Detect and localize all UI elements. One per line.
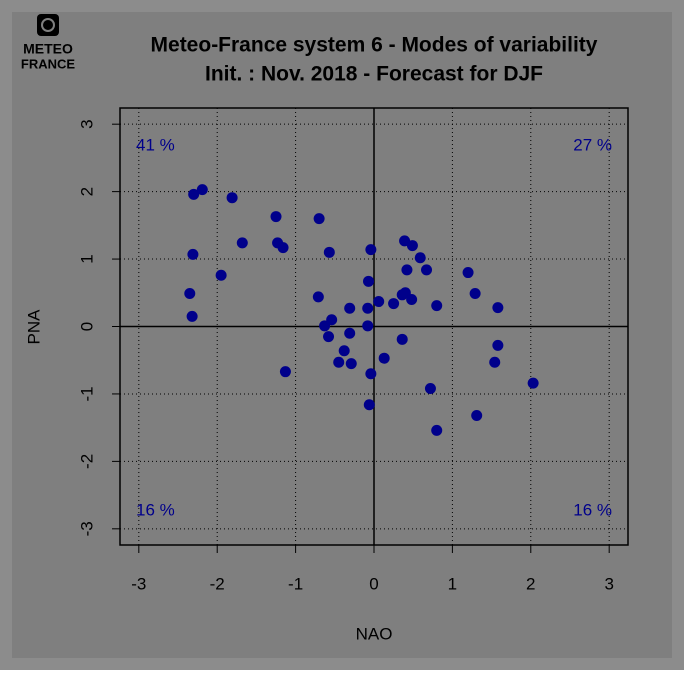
- point: [378, 352, 390, 364]
- point: [312, 291, 324, 303]
- point: [344, 327, 356, 339]
- logo: METEO FRANCE: [21, 14, 75, 71]
- point: [279, 366, 291, 378]
- background: [12, 12, 672, 658]
- logo-icon-mark: [41, 18, 55, 32]
- point: [323, 331, 335, 343]
- logo-text: FRANCE: [21, 56, 75, 71]
- x-tick-label: 1: [448, 574, 457, 593]
- point: [313, 213, 325, 225]
- point: [373, 296, 385, 308]
- x-tick-label: 3: [604, 574, 613, 593]
- y-tick-label: 0: [77, 322, 96, 331]
- point: [527, 377, 539, 389]
- y-tick-label: -2: [77, 454, 96, 469]
- point: [345, 358, 357, 370]
- point: [363, 399, 375, 411]
- x-tick-label: -3: [131, 574, 146, 593]
- plot-frame: [119, 107, 629, 546]
- logo-text: METEO: [23, 41, 73, 57]
- y-tick-label: 1: [77, 254, 96, 263]
- point: [492, 339, 504, 351]
- point: [424, 383, 436, 395]
- point: [365, 244, 377, 256]
- point: [406, 294, 418, 306]
- x-tick-label: 0: [369, 574, 378, 593]
- point: [365, 368, 377, 380]
- point: [270, 211, 282, 223]
- point: [186, 310, 198, 322]
- point: [196, 184, 208, 196]
- chart-title: Meteo-France system 6 - Modes of variabi…: [151, 34, 598, 57]
- point: [184, 287, 196, 299]
- point: [277, 242, 289, 254]
- point: [421, 264, 433, 276]
- point: [236, 237, 248, 249]
- point: [469, 287, 481, 299]
- point: [362, 302, 374, 314]
- point: [388, 298, 400, 310]
- point: [414, 252, 426, 264]
- point: [187, 248, 199, 260]
- y-axis-title: PNA: [24, 309, 43, 345]
- logo-icon: [37, 14, 59, 36]
- point: [226, 192, 238, 204]
- point: [215, 269, 227, 281]
- point: [323, 246, 335, 258]
- point: [362, 320, 374, 332]
- point: [396, 333, 408, 345]
- point: [462, 267, 474, 279]
- point: [333, 356, 345, 368]
- x-tick-label: -2: [210, 574, 225, 593]
- point: [431, 300, 443, 312]
- y-tick-label: -1: [77, 386, 96, 401]
- chart-subtitle: Init. : Nov. 2018 - Forecast for DJF: [205, 63, 543, 86]
- point: [492, 302, 504, 314]
- point: [431, 424, 443, 436]
- quadrant-label: 16 %: [573, 500, 612, 519]
- point: [338, 345, 350, 357]
- y-tick-label: 3: [77, 119, 96, 128]
- x-tick-label: -1: [288, 574, 303, 593]
- point: [401, 264, 413, 276]
- point: [363, 275, 375, 287]
- point: [471, 410, 483, 422]
- quadrant-label: 27 %: [573, 135, 612, 154]
- x-axis-title: NAO: [356, 624, 393, 643]
- quadrant-label: 41 %: [136, 135, 175, 154]
- y-tick-label: 2: [77, 187, 96, 196]
- y-tick-label: -3: [77, 521, 96, 536]
- x-tick-label: 2: [526, 574, 535, 593]
- point: [188, 188, 200, 200]
- quadrant-label: 16 %: [136, 500, 175, 519]
- point: [344, 302, 356, 314]
- point: [489, 356, 501, 368]
- point: [406, 240, 418, 252]
- point: [326, 314, 338, 326]
